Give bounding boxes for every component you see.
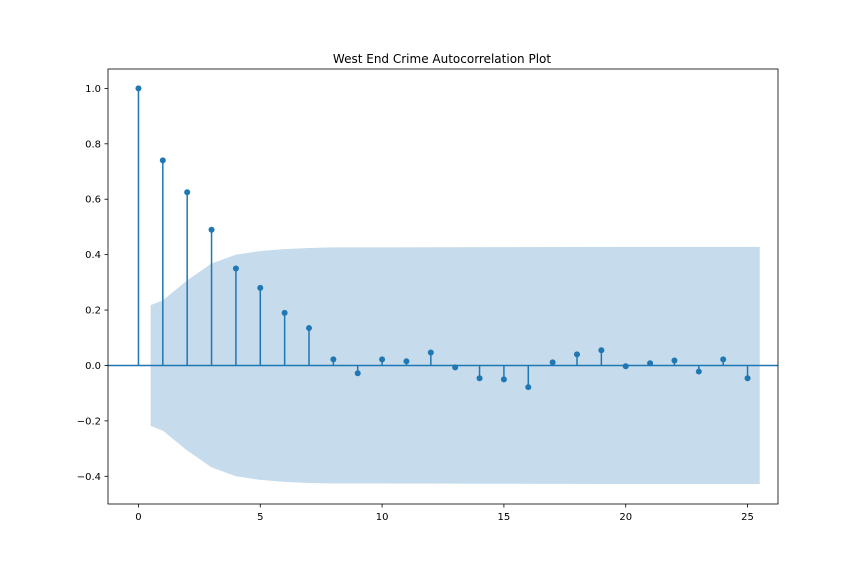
x-tick-label: 10 xyxy=(376,512,389,523)
x-tick-label: 25 xyxy=(741,512,754,523)
marker-lag-3 xyxy=(208,226,215,233)
x-tick-label: 15 xyxy=(498,512,511,523)
marker-lag-0 xyxy=(135,85,142,92)
marker-lag-16 xyxy=(525,384,532,391)
marker-lag-20 xyxy=(622,363,629,370)
marker-lag-22 xyxy=(671,357,678,364)
marker-lag-1 xyxy=(159,157,166,164)
x-tick-label: 0 xyxy=(135,512,141,523)
y-tick-label: −0.2 xyxy=(77,416,101,427)
marker-lag-23 xyxy=(695,368,702,375)
x-tick-label: 20 xyxy=(619,512,632,523)
marker-lag-19 xyxy=(598,347,605,354)
y-tick-label: 0.4 xyxy=(85,250,101,261)
marker-lag-21 xyxy=(647,360,654,367)
marker-lag-4 xyxy=(232,265,239,272)
x-axis: 0 5 10 15 20 25 xyxy=(135,504,754,523)
axes-frame xyxy=(107,68,779,505)
marker-lag-6 xyxy=(281,309,288,316)
marker-lag-11 xyxy=(403,358,410,365)
y-tick-label: 0.6 xyxy=(85,195,101,206)
marker-lag-14 xyxy=(476,375,483,382)
marker-lag-15 xyxy=(500,376,507,383)
marker-lag-13 xyxy=(452,364,459,371)
y-tick-label: 1.0 xyxy=(85,84,101,95)
y-tick-label: 0.8 xyxy=(85,139,101,150)
y-axis: 1.0 0.8 0.6 0.4 0.2 0.0 −0.2 −0.4 xyxy=(77,84,108,483)
marker-lag-9 xyxy=(354,370,361,377)
markers-group xyxy=(135,85,751,391)
y-tick-label: 0.0 xyxy=(85,361,101,372)
marker-lag-12 xyxy=(427,349,434,356)
marker-lag-5 xyxy=(257,284,264,291)
plot-area xyxy=(107,68,779,505)
marker-lag-10 xyxy=(379,356,386,363)
marker-lag-8 xyxy=(330,356,337,363)
chart-title: West End Crime Autocorrelation Plot xyxy=(333,52,551,66)
marker-lag-7 xyxy=(306,325,312,332)
marker-lag-2 xyxy=(184,189,191,196)
marker-lag-17 xyxy=(549,359,556,366)
y-tick-label: 0.2 xyxy=(85,306,101,317)
marker-lag-24 xyxy=(720,356,727,363)
x-tick-label: 5 xyxy=(257,512,263,523)
y-tick-label: −0.4 xyxy=(77,472,101,483)
marker-lag-25 xyxy=(744,375,751,382)
marker-lag-18 xyxy=(574,351,580,358)
